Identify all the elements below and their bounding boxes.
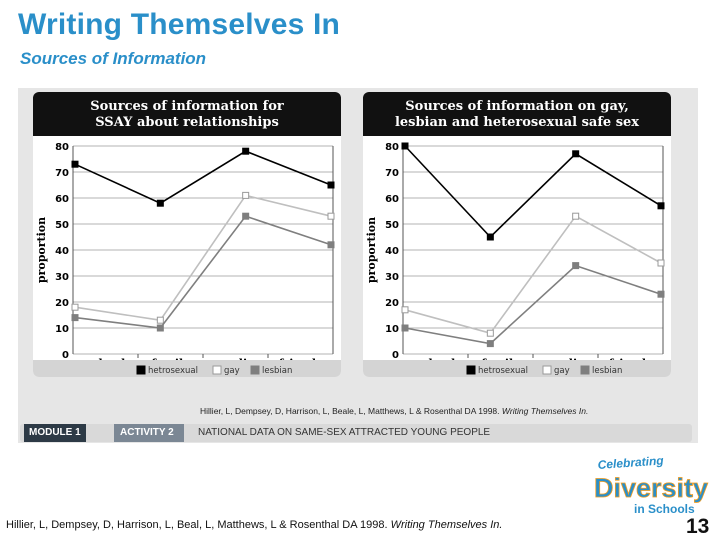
figure-credit: Hillier, L, Dempsey, D, Harrison, L, Bea…	[200, 406, 588, 416]
data-point-lesbian	[327, 241, 335, 249]
data-point-gay	[657, 259, 665, 267]
y-tick-label: 80	[385, 142, 399, 153]
y-tick-label: 0	[62, 350, 69, 361]
legend-band	[33, 360, 341, 377]
data-point-hetrosexual	[242, 147, 250, 155]
celebrating-diversity-logo: Celebrating Diversity in Schools	[594, 455, 709, 516]
logo-line-diversity: Diversity	[594, 473, 708, 503]
footer-citation-text: Hillier, L, Dempsey, D, Harrison, L, Bea…	[6, 519, 388, 531]
data-point-gay	[156, 316, 164, 324]
data-point-lesbian	[401, 324, 409, 332]
y-tick-label: 60	[55, 194, 69, 205]
footer-citation: Hillier, L, Dempsey, D, Harrison, L, Bea…	[6, 519, 502, 531]
legend-swatch-gay	[212, 365, 222, 375]
footer-citation-italic: Writing Themselves In.	[390, 519, 503, 531]
legend-label-lesbian: lesbian	[592, 366, 622, 376]
data-point-hetrosexual	[156, 199, 164, 207]
y-tick-label: 30	[385, 272, 399, 283]
y-axis-label: proportion	[365, 217, 378, 283]
y-axis-label: proportion	[35, 217, 48, 283]
data-point-lesbian	[572, 262, 580, 270]
series-line-lesbian	[404, 264, 662, 345]
chart-title-line: lesbian and heterosexual safe sex	[395, 115, 639, 130]
legend-label-lesbian: lesbian	[262, 366, 292, 376]
y-tick-label: 50	[55, 220, 69, 231]
chart-title-line: SSAY about relationships	[95, 115, 279, 130]
legend-swatch-hetrosexual	[136, 365, 146, 375]
legend-label-hetrosexual: hetrosexual	[148, 366, 198, 376]
chart-title-line: Sources of information for	[90, 99, 284, 114]
y-tick-label: 10	[55, 324, 69, 335]
chart-safe-sex: Sources of information on gay, lesbian an…	[363, 92, 671, 377]
series-line-lesbian	[74, 215, 332, 329]
data-point-gay	[486, 329, 494, 337]
chart-relationships: Sources of information for SSAY about rel…	[33, 92, 341, 377]
legend-label-hetrosexual: hetrosexual	[478, 366, 528, 376]
y-tick-label: 40	[385, 246, 399, 257]
data-point-lesbian	[242, 212, 250, 220]
data-point-lesbian	[71, 314, 79, 322]
data-point-gay	[401, 306, 409, 314]
chart-title-line: Sources of information on gay,	[405, 99, 628, 114]
page-number: 13	[686, 515, 710, 538]
y-tick-label: 10	[385, 324, 399, 335]
legend-label-gay: gay	[224, 366, 240, 376]
module-bar: MODULE 1 ACTIVITY 2 NATIONAL DATA ON SAM…	[20, 424, 692, 442]
y-tick-label: 20	[385, 298, 399, 309]
legend-swatch-gay	[542, 365, 552, 375]
series-line-hetrosexual	[404, 145, 662, 239]
data-point-gay	[572, 212, 580, 220]
legend-swatch-hetrosexual	[466, 365, 476, 375]
chart-title-band	[33, 92, 341, 136]
series-line-gay	[404, 215, 662, 335]
logo-line-in-schools: in Schools	[634, 502, 695, 516]
chart-title-band	[363, 92, 671, 136]
topic-label: NATIONAL DATA ON SAME-SEX ATTRACTED YOUN…	[198, 427, 491, 438]
series-line-gay	[74, 194, 332, 322]
data-point-gay	[242, 191, 250, 199]
legend-swatch-lesbian	[580, 365, 590, 375]
y-tick-label: 30	[55, 272, 69, 283]
y-tick-label: 0	[392, 350, 399, 361]
y-tick-label: 40	[55, 246, 69, 257]
data-point-hetrosexual	[486, 233, 494, 241]
slide-title: Writing Themselves In	[18, 8, 341, 41]
legend-label-gay: gay	[554, 366, 570, 376]
figure-credit-italic: Writing Themselves In.	[501, 406, 589, 416]
data-point-hetrosexual	[657, 202, 665, 210]
slide-subtitle: Sources of Information	[20, 49, 207, 68]
y-tick-label: 50	[385, 220, 399, 231]
data-point-lesbian	[657, 290, 665, 298]
y-tick-label: 70	[385, 168, 399, 179]
data-point-hetrosexual	[71, 160, 79, 168]
legend-swatch-lesbian	[250, 365, 260, 375]
y-tick-label: 70	[55, 168, 69, 179]
y-tick-label: 60	[385, 194, 399, 205]
data-point-gay	[327, 212, 335, 220]
module-label: MODULE 1	[24, 424, 86, 442]
y-tick-label: 20	[55, 298, 69, 309]
y-tick-label: 80	[55, 142, 69, 153]
data-point-lesbian	[156, 324, 164, 332]
data-point-hetrosexual	[401, 142, 409, 150]
figure-credit-text: Hillier, L, Dempsey, D, Harrison, L, Bea…	[200, 406, 500, 416]
logo-line-celebrating: Celebrating	[597, 455, 664, 472]
data-point-lesbian	[486, 340, 494, 348]
data-point-hetrosexual	[572, 150, 580, 158]
series-line-hetrosexual	[74, 150, 332, 205]
legend-band	[363, 360, 671, 377]
data-point-gay	[71, 303, 79, 311]
data-point-hetrosexual	[327, 181, 335, 189]
activity-label: ACTIVITY 2	[114, 424, 184, 442]
